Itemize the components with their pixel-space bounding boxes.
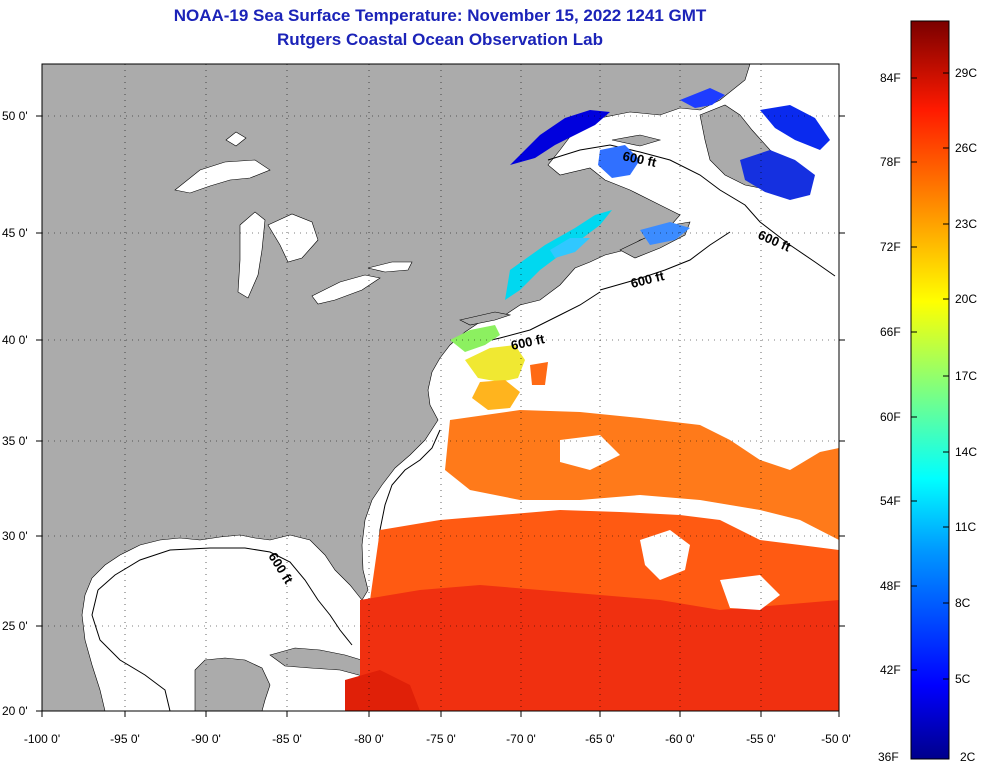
- lon-label: -70 0': [506, 732, 536, 746]
- depth-contours: [91, 144, 836, 711]
- colorbar-f-label: 54F: [880, 494, 901, 508]
- colorbar-c-label: 23C: [955, 217, 977, 231]
- lon-label: -80 0': [354, 732, 384, 746]
- longitude-labels: -100 0' -95 0' -90 0' -85 0' -80 0' -75 …: [24, 732, 851, 746]
- colorbar-c-label: 2C: [960, 750, 976, 764]
- contour-label: 600 ft: [621, 148, 658, 170]
- colorbar-c-label: 8C: [955, 596, 971, 610]
- colorbar-f-label: 78F: [880, 155, 901, 169]
- lat-label: 25 0': [2, 619, 28, 633]
- lon-label: -95 0': [110, 732, 140, 746]
- lon-label: -75 0': [426, 732, 456, 746]
- contour-labels: 600 ft 600 ft 600 ft 600 ft 600 ft: [265, 148, 793, 587]
- contour-label: 600 ft: [510, 331, 547, 353]
- great-lakes: [174, 131, 413, 305]
- colorbar-f-label: 48F: [880, 579, 901, 593]
- lon-label: -65 0': [585, 732, 615, 746]
- lat-label: 40 0': [2, 333, 28, 347]
- lon-label: -55 0': [746, 732, 776, 746]
- colorbar-c-label: 14C: [955, 445, 977, 459]
- lon-label: -50 0': [821, 732, 851, 746]
- sst-data: [345, 88, 839, 711]
- map-title: NOAA-19 Sea Surface Temperature: Novembe…: [173, 6, 707, 25]
- colorbar-f-label: 72F: [880, 240, 901, 254]
- colorbar-f-label: 42F: [880, 663, 901, 677]
- colorbar-c-labels: 29C 26C 23C 20C 17C 14C 11C 8C 5C 2C: [955, 66, 977, 764]
- colorbar-f-label: 36F: [878, 750, 899, 764]
- map-subtitle: Rutgers Coastal Ocean Observation Lab: [277, 30, 603, 49]
- lon-label: -85 0': [272, 732, 302, 746]
- colorbar-f-label: 84F: [880, 71, 901, 85]
- yucatan-land: [194, 657, 271, 711]
- colorbar-f-label: 60F: [880, 410, 901, 424]
- north-america-land: [42, 64, 751, 711]
- colorbar-c-label: 17C: [955, 369, 977, 383]
- lon-label: -100 0': [24, 732, 60, 746]
- colorbar-c-label: 11C: [955, 520, 976, 534]
- colorbar-f-label: 66F: [880, 325, 901, 339]
- long-island-land: [459, 311, 512, 326]
- colorbar: [910, 20, 950, 760]
- anticosti-land: [611, 134, 662, 147]
- graticule: [42, 64, 839, 711]
- colorbar-c-label: 29C: [955, 66, 977, 80]
- colorbar-c-label: 20C: [955, 292, 977, 306]
- colorbar-f-labels: 84F 78F 72F 66F 60F 54F 48F 42F 36F: [878, 71, 901, 764]
- colorbar-c-label: 26C: [955, 141, 977, 155]
- colorbar-c-label: 5C: [955, 672, 971, 686]
- lat-label: 50 0': [2, 109, 28, 123]
- tick-marks: [36, 115, 845, 717]
- lat-label: 30 0': [2, 529, 28, 543]
- lon-label: -90 0': [191, 732, 221, 746]
- lat-label: 35 0': [2, 434, 28, 448]
- lat-label: 45 0': [2, 226, 28, 240]
- colorbar-tick-marks: [911, 72, 949, 680]
- latitude-labels: 50 0' 45 0' 40 0' 35 0' 30 0' 25 0' 20 0…: [2, 109, 28, 718]
- lon-label: -60 0': [665, 732, 695, 746]
- lat-label: 20 0': [2, 704, 28, 718]
